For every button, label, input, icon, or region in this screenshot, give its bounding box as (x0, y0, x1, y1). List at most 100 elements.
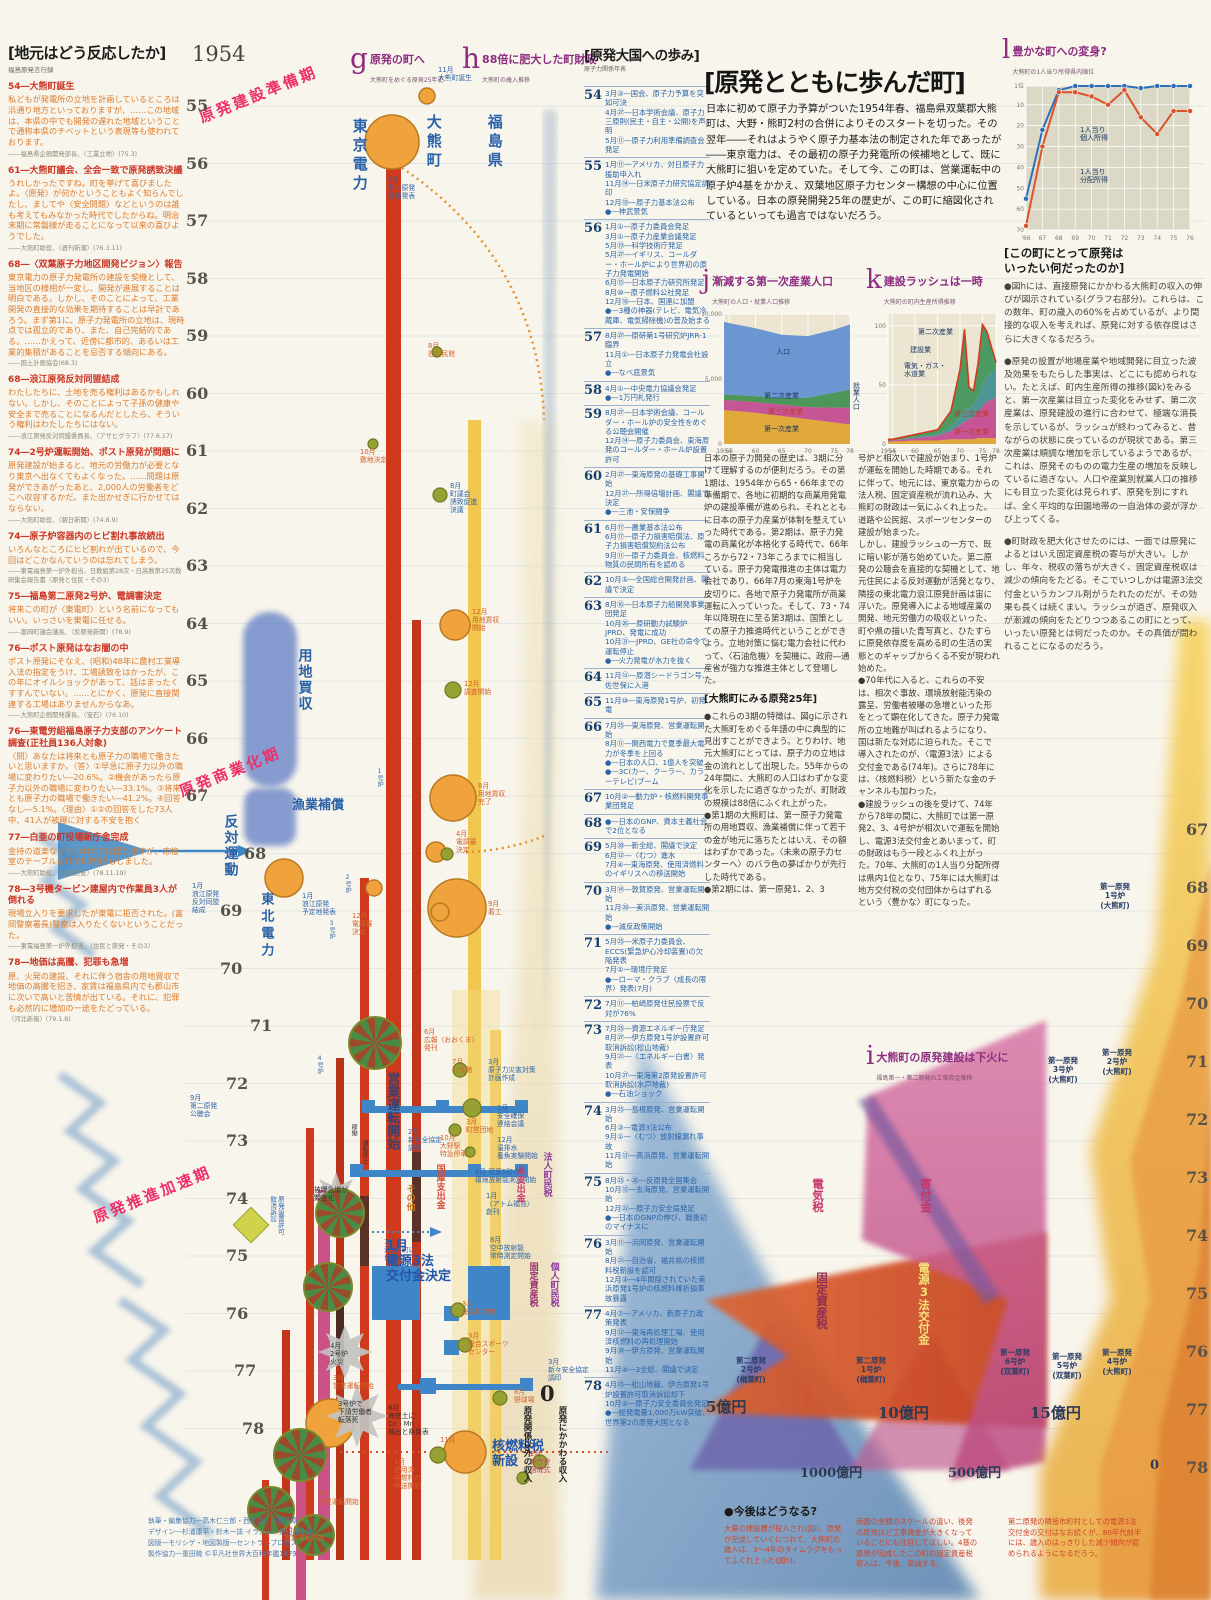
svg-text:55: 55 (725, 448, 733, 455)
chronology-list: 54 3月③―国会、原子力予算を突如可決 4月㉗―日本学術会議、原子力三原則(民主… (584, 86, 710, 1430)
chronology-text: 1月①―原子力委員会発足 3月①―原子力産業会議発足 5月⑲―科学技術庁発足 5… (605, 222, 711, 325)
event-label: 2月 新安全協定 調印 (408, 1128, 442, 1153)
chart-letter: k (866, 265, 882, 295)
lawsuit-label: 原発設置許可 取消訴訟 (268, 1196, 285, 1235)
svg-text:70: 70 (1088, 235, 1096, 242)
year-scale-label: 77 (234, 1361, 257, 1380)
chronology-text: 2月㉗―東海原発の基礎工事開始 12月㉗―所得倍増計画、閣議で決定 ●―三池・安… (605, 470, 710, 517)
svg-text:30: 30 (1016, 144, 1024, 151)
chronology-text: 6月⑰―農業基本法公布 6月⑰―原子力損害賠償法、原子力損害賠償契約法公布 9月… (605, 522, 705, 570)
scale-label: 5億円 (706, 1398, 747, 1416)
future-note: 両図の金額のスケールの違い、後発の原発ほど工事資金が大きくなっていることにも注目… (856, 1517, 978, 1569)
panel-title: [地元はどう反応したか] (8, 44, 166, 62)
land-purchase-label: 用地買収 (296, 648, 313, 712)
year-scale-label: 68 (1186, 878, 1209, 897)
reactor3-tag: 3号炉 (328, 920, 336, 939)
future-note: 大量の建設費が投入され(図i)、原発が完成していくにつれて、大熊町の歳入は、3〜… (724, 1524, 843, 1565)
chronology-row: 78 4月㉕―松山地裁、伊方原発1号炉設置許可取消訴訟却下 10月④―原子力安全委… (584, 1377, 710, 1430)
chronology-row: 61 6月⑰―農業基本法公布 6月⑰―原子力損害賠償法、原子力損害賠償契約法公布 … (584, 519, 710, 573)
scale-label: 15億円 (1030, 1404, 1081, 1422)
chronology-text: 11月⑫―原潜シードラゴン号、佐世保に入港 (605, 671, 710, 690)
scale-label: 1000億円 (800, 1466, 863, 1481)
year-scale-label: 73 (226, 1131, 249, 1150)
svg-text:0: 0 (718, 441, 722, 448)
svg-text:1954: 1954 (716, 448, 731, 455)
chronology-row: 59 8月㉗―日本学術会議、コールダー・ホール炉の安全性をめぐる公聴会開催 12月… (584, 405, 710, 467)
chronology-text: 4月①―中央電力協議会発足 ●―1万円札発行 (605, 383, 697, 402)
svg-text:73: 73 (1137, 235, 1145, 242)
section-letter: i (866, 1041, 875, 1071)
event-label: 1月 浪江原発 予定地発表 (302, 892, 336, 917)
scale-label: 500億円 (948, 1466, 1002, 1481)
article-text: ●これらの3期の特徴は、図gに示された大熊町をめぐる年譜の中に典型的に見出すこと… (704, 711, 849, 895)
chronology-text: ●―日本のGNP、資本主義社会で2位となる (605, 816, 708, 835)
year-scale-label: 66 (186, 728, 209, 748)
chronology-row: 71 5月㉕―米原子力委員会、ECCS(緊急炉心冷却装置)の欠陥発表 7月①―環境… (584, 934, 710, 996)
corporate-tax-label: 法人町民税 (541, 1152, 552, 1197)
svg-text:78: 78 (846, 448, 854, 455)
treasury-grant-label: 国庫支出金 (434, 1164, 445, 1209)
year-scale-label: 77 (1186, 1400, 1209, 1419)
chronology-year: 62 (584, 574, 603, 590)
chronology-year: 77 (584, 1308, 603, 1324)
series-label: 建設業 (910, 346, 931, 354)
event-label: 3月 原子力災害対策 計画作成 (488, 1058, 536, 1083)
year-scale-label: 69 (220, 901, 243, 920)
credit-line: 図版―モリシゲ・地図製版―セントラルプロセス (148, 1538, 298, 1547)
year-scale-label: 75 (226, 1246, 249, 1265)
chronology-text: 3月㉕―島根原発、営業運転開始 6月③―電源3法公布 9月①―〈むつ〉放射線漏れ… (605, 1104, 710, 1170)
year-scale-label: 74 (226, 1188, 249, 1208)
fire-event-label: 4月 2号炉 火災 (330, 1342, 348, 1367)
series-label: 第二次産業 (918, 328, 953, 336)
event-label: 6月 広報〈おおくま〉 発刊 (424, 1028, 479, 1053)
pinwheel-marker (348, 1016, 402, 1070)
chronology-year: 57 (584, 329, 603, 345)
chronology-year: 63 (584, 599, 603, 615)
chronology-year: 73 (584, 1022, 603, 1038)
analysis-title: [この町にとって原発は いったい何だったのか] (1004, 246, 1125, 275)
svg-text:20: 20 (1016, 123, 1024, 130)
page-title: [原発とともに歩んだ町] (704, 67, 966, 97)
quote-item: 78―地価は高騰、犯罪も急増 原、火発の建設、それに伴う宿舎の用地買収で地価の高騰… (8, 958, 180, 1024)
chronology-text: 8月㉕・㉖―反原発全国集会 10月⑮―玄海原発、営業運転開始 12月㉒―原子力安… (605, 1175, 710, 1232)
event-month-label: 11月 (440, 1436, 456, 1444)
chart-letter: j (702, 265, 711, 295)
series-label: 第一次産業 (954, 428, 989, 436)
opposition-label: 反対運動 (222, 814, 239, 878)
svg-text:'66: '66 (1021, 235, 1030, 242)
series-label: 第三次産業 (768, 408, 803, 416)
section-letter: g (350, 42, 368, 75)
event-label: 3月 営業運転開始 (333, 1374, 374, 1391)
series-label: 第三次産業 (954, 410, 989, 418)
reactor-label: 第一原発 1号炉 (大熊町) (1100, 882, 1130, 910)
chronology-row: 73 7月㉕―資源エネルギー庁発足 8月㉗―伊方原発1号炉設置許可取消訴訟(松山地… (584, 1020, 710, 1102)
year-scale-label: 60 (186, 383, 209, 403)
year-scale-label: 75 (1186, 1284, 1209, 1303)
chronology-text: 10月②―動力炉・核燃料開発事業団発足 (605, 791, 709, 811)
chart-l-canvas: '66 67 68 69 70 71 72 73 74 75 76 1位 10 20 30 40 50 60 70 (1014, 82, 1194, 242)
event-label: 8月 空中放射能 常時測定開始 (490, 1236, 531, 1261)
employment-bracket-label: 就業人口 (852, 382, 861, 410)
chart-title: 豊かな町への変身? (1012, 45, 1107, 58)
town-label-okuma: 大熊町 (424, 114, 443, 171)
event-label: 1月 〈アトム福島〉 創刊 (486, 1192, 534, 1217)
quote-body: 私どもが発電所の立地を計画しているところは浜通り地方といっておりますが、……この… (8, 94, 180, 147)
shutdown-label: 運転停止 (361, 1140, 369, 1164)
event-label: 7月 公民館 (452, 1058, 473, 1075)
quote-item: 76―東電労組福島原子力支部のアンケート調査(正社員136人対象) 〈問〉あなたは… (8, 727, 184, 825)
chronology-row: 66 7月㉕―東海原発、営業運転開始 8月⑪―関西電力で夏季最大電力が冬季を上回る… (584, 717, 710, 789)
section-title: 原発の町へ (369, 53, 425, 66)
chronology-row: 77 4月⑦―アメリカ、新原子力政策発表 9月⑫―東海再処理工場、使用済核燃料の再… (584, 1306, 710, 1377)
event-label: 4月 電調審 決定 (456, 830, 477, 855)
analysis-column: [この町にとって原発は いったい何だったのか] ●図hには、直接原発にかかわる大… (1004, 246, 1205, 663)
svg-text:1954: 1954 (880, 448, 895, 455)
chronology-text: 4月⑦―アメリカ、新原子力政策発表 9月⑫―東海再処理工場、使用済核燃料の再処理… (605, 1309, 705, 1375)
chart-title: 漸減する第一次産業人口 (712, 275, 834, 288)
operating-label: 稼働 (350, 1124, 358, 1136)
year-scale-label: 65 (186, 671, 209, 690)
chronology-year: 59 (584, 407, 603, 423)
article-column-2: 号炉と相次いで建設が始まり、1号炉が運転を開始した時期である。それに伴って、地元… (858, 453, 1000, 908)
section-g-header: g 原発の町へ 大熊町をめぐる原発25年史 (350, 42, 443, 86)
year-scale-label: 71 (1186, 1052, 1209, 1071)
